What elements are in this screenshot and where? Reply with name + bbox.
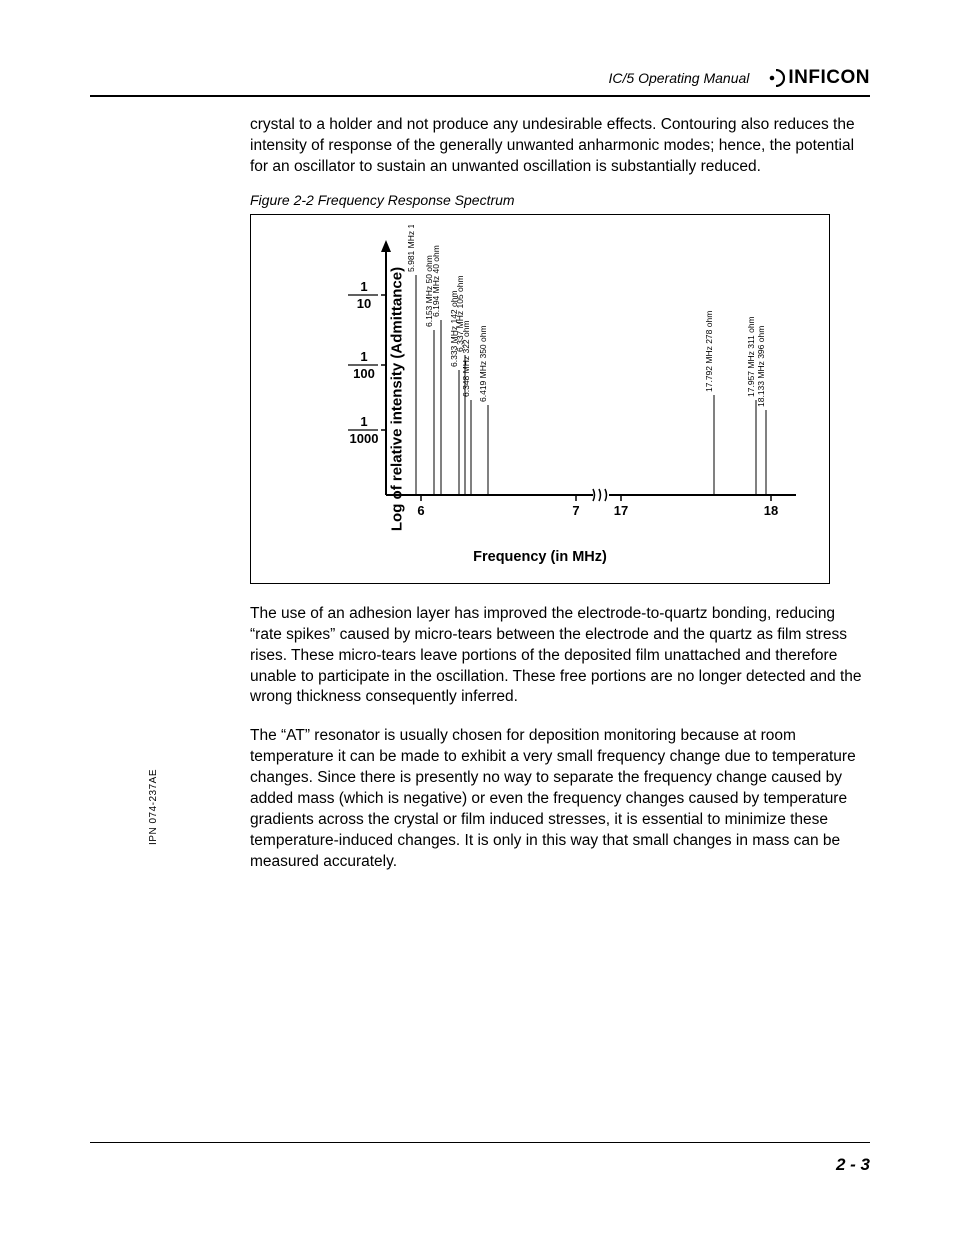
- figure-caption: Figure 2-2 Frequency Response Spectrum: [250, 192, 865, 208]
- svg-text:1: 1: [360, 349, 367, 364]
- svg-text:5.981 MHz 15 ohm: 5.981 MHz 15 ohm: [406, 225, 416, 272]
- svg-text:6: 6: [417, 503, 424, 518]
- svg-text:18.133 MHz 396 ohm: 18.133 MHz 396 ohm: [756, 325, 766, 406]
- svg-text:17: 17: [614, 503, 628, 518]
- paragraph-1: crystal to a holder and not produce any …: [250, 115, 865, 178]
- side-note: IPN 074-237AE: [148, 769, 159, 845]
- svg-text:10: 10: [357, 296, 371, 311]
- svg-text:1: 1: [360, 279, 367, 294]
- chart: Log of relative intensity (Admittance) F…: [251, 215, 829, 583]
- page-number: 2 - 3: [836, 1155, 870, 1175]
- svg-text:100: 100: [353, 366, 375, 381]
- chart-svg: 1101100110006717185.981 MHz 15 ohm6.153 …: [301, 225, 816, 535]
- figure-box: Log of relative intensity (Admittance) F…: [250, 214, 830, 584]
- content-column: crystal to a holder and not produce any …: [250, 115, 865, 873]
- page: IC/5 Operating Manual INFICON crystal to…: [90, 65, 870, 1175]
- svg-text:6.348 MHz 322 ohm: 6.348 MHz 322 ohm: [461, 320, 471, 397]
- svg-text:1: 1: [360, 414, 367, 429]
- doc-title: IC/5 Operating Manual: [609, 70, 750, 86]
- svg-text:6.194 MHz 40 ohm: 6.194 MHz 40 ohm: [431, 245, 441, 317]
- footer-rule: [90, 1142, 870, 1143]
- paragraph-2: The use of an adhesion layer has improve…: [250, 604, 865, 709]
- x-axis-label: Frequency (in MHz): [473, 549, 607, 565]
- svg-text:6.419 MHz 350 ohm: 6.419 MHz 350 ohm: [478, 325, 488, 402]
- svg-text:17.957 MHz 311 ohm: 17.957 MHz 311 ohm: [746, 316, 756, 397]
- svg-text:18: 18: [764, 503, 778, 518]
- page-header: IC/5 Operating Manual INFICON: [90, 65, 870, 97]
- svg-text:7: 7: [572, 503, 579, 518]
- brand-text: INFICON: [788, 67, 870, 89]
- brand-logo: INFICON: [767, 67, 870, 89]
- svg-text:1000: 1000: [350, 431, 379, 446]
- paragraph-3: The “AT” resonator is usually chosen for…: [250, 726, 865, 872]
- logo-icon: [767, 69, 785, 87]
- svg-text:17.792 MHz 278 ohm: 17.792 MHz 278 ohm: [704, 310, 714, 391]
